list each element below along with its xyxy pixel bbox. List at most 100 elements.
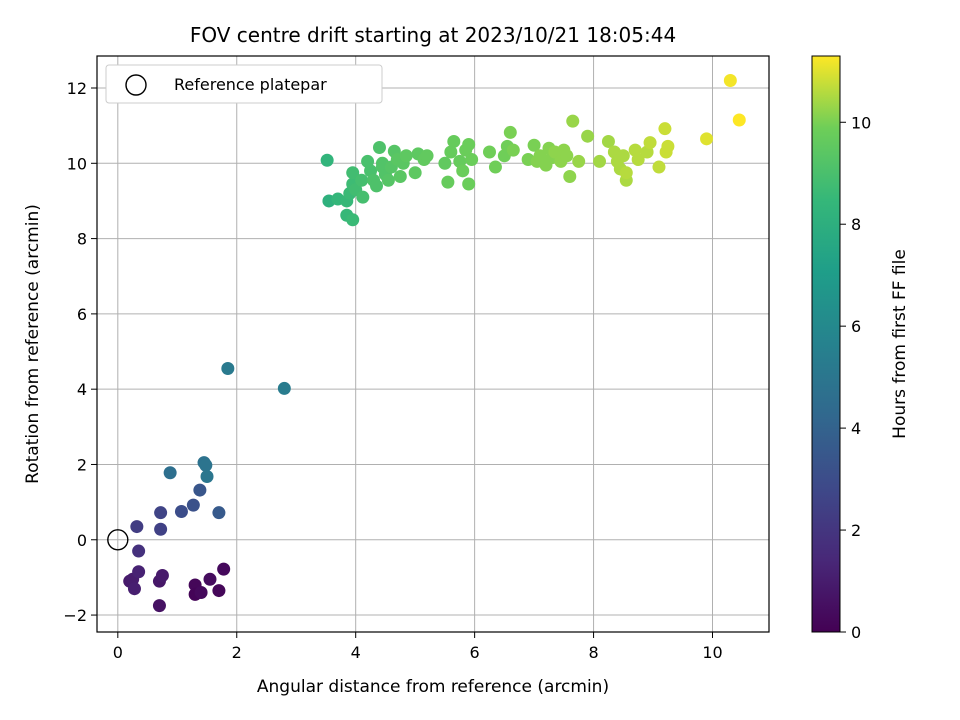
x-tick-label: 6 bbox=[470, 643, 480, 662]
scatter-point bbox=[563, 169, 577, 183]
colorbar-label: Hours from first FF file bbox=[890, 249, 910, 439]
colorbar-gradient bbox=[811, 55, 841, 633]
colorbar-ticks: 0 2 4 6 8 10 bbox=[840, 113, 871, 642]
scatter-point bbox=[127, 582, 141, 596]
scatter-point bbox=[447, 134, 461, 148]
y-tick-label: 6 bbox=[77, 305, 87, 324]
scatter-point bbox=[593, 154, 607, 168]
scatter-point bbox=[462, 137, 476, 151]
scatter-point bbox=[503, 125, 517, 139]
scatter-point bbox=[193, 483, 207, 497]
scatter-point bbox=[132, 544, 146, 558]
scatter-point bbox=[370, 179, 384, 193]
x-tick-label: 8 bbox=[588, 643, 598, 662]
scatter-point bbox=[420, 149, 434, 163]
scatter-point bbox=[482, 145, 496, 159]
scatter-point bbox=[581, 129, 595, 143]
scatter-point bbox=[372, 140, 386, 154]
scatter-point bbox=[732, 113, 746, 127]
scatter-point bbox=[277, 381, 291, 395]
colorbar-tick-label: 8 bbox=[851, 215, 861, 234]
x-tick-label: 2 bbox=[232, 643, 242, 662]
scatter-point bbox=[488, 160, 502, 174]
y-tick-label: 8 bbox=[77, 230, 87, 249]
scatter-point bbox=[572, 154, 586, 168]
scatter-point bbox=[203, 572, 217, 586]
scatter-point bbox=[130, 520, 144, 534]
y-tick-label: 2 bbox=[77, 455, 87, 474]
colorbar-tick-label: 4 bbox=[851, 419, 861, 438]
scatter-point bbox=[643, 136, 657, 150]
scatter-point bbox=[399, 149, 413, 163]
scatter-point bbox=[200, 470, 214, 484]
scatter-point bbox=[174, 505, 188, 519]
scatter-point bbox=[217, 562, 231, 576]
y-axis-label: Rotation from reference (arcmin) bbox=[23, 204, 43, 484]
scatter-points bbox=[123, 73, 746, 613]
reference-point-marker bbox=[107, 529, 129, 551]
scatter-point bbox=[438, 156, 452, 170]
scatter-point bbox=[393, 169, 407, 183]
colorbar-tick-label: 0 bbox=[851, 623, 861, 642]
scatter-point bbox=[346, 213, 360, 227]
scatter-point bbox=[700, 132, 714, 146]
scatter-point bbox=[441, 175, 455, 189]
x-axis-ticks: 0 2 4 6 8 10 bbox=[113, 632, 723, 662]
colorbar-tick-label: 6 bbox=[851, 317, 861, 336]
scatter-point bbox=[661, 139, 675, 153]
scatter-point bbox=[163, 466, 177, 480]
scatter-point bbox=[465, 153, 479, 167]
scatter-point bbox=[356, 190, 370, 204]
scatter-point bbox=[346, 166, 360, 180]
scatter-point bbox=[355, 173, 369, 187]
scatter-point bbox=[212, 506, 226, 520]
y-tick-label: −2 bbox=[63, 606, 87, 625]
scatter-point bbox=[444, 145, 458, 159]
colorbar-tick-label: 10 bbox=[851, 113, 871, 132]
scatter-point bbox=[154, 522, 168, 536]
x-tick-label: 4 bbox=[351, 643, 361, 662]
plot-frame bbox=[96, 55, 770, 633]
scatter-point bbox=[132, 565, 146, 579]
scatter-point bbox=[462, 177, 476, 191]
chart-title: FOV centre drift starting at 2023/10/21 … bbox=[190, 23, 676, 47]
colorbar: 0 2 4 6 8 10 Hours from first FF file bbox=[811, 55, 910, 642]
scatter-point bbox=[652, 160, 666, 174]
scatter-point bbox=[527, 138, 541, 152]
scatter-point bbox=[152, 599, 166, 613]
scatter-point bbox=[533, 149, 547, 163]
scatter-point bbox=[320, 153, 334, 167]
scatter-point bbox=[212, 584, 226, 598]
scatter-point bbox=[601, 134, 615, 148]
scatter-point bbox=[199, 458, 213, 472]
y-tick-label: 12 bbox=[67, 79, 87, 98]
legend-box bbox=[105, 64, 383, 104]
scatter-point bbox=[560, 149, 574, 163]
x-tick-label: 0 bbox=[113, 643, 123, 662]
scatter-point bbox=[506, 143, 520, 157]
y-axis-ticks: −2 0 2 4 6 8 10 12 bbox=[63, 79, 97, 625]
scatter-point bbox=[616, 149, 630, 163]
scatter-point bbox=[221, 361, 235, 375]
legend-reference-marker bbox=[125, 74, 147, 96]
x-tick-label: 10 bbox=[702, 643, 722, 662]
scatter-point bbox=[619, 166, 633, 180]
scatter-point bbox=[194, 585, 208, 599]
scatter-point bbox=[566, 114, 580, 128]
x-axis-label: Angular distance from reference (arcmin) bbox=[257, 677, 609, 697]
y-tick-label: 10 bbox=[67, 154, 87, 173]
scatter-point bbox=[408, 166, 422, 180]
scatter-point bbox=[658, 122, 672, 136]
y-tick-label: 4 bbox=[77, 380, 87, 399]
scatter-point bbox=[723, 73, 737, 87]
legend: Reference platepar bbox=[105, 64, 383, 104]
scatter-point bbox=[456, 164, 470, 178]
scatter-point bbox=[381, 173, 395, 187]
scatter-point bbox=[154, 506, 168, 520]
scatter-point bbox=[631, 153, 645, 167]
colorbar-tick-label: 2 bbox=[851, 521, 861, 540]
y-tick-label: 0 bbox=[77, 531, 87, 550]
scatter-point bbox=[155, 569, 169, 583]
scatter-point bbox=[186, 498, 200, 512]
